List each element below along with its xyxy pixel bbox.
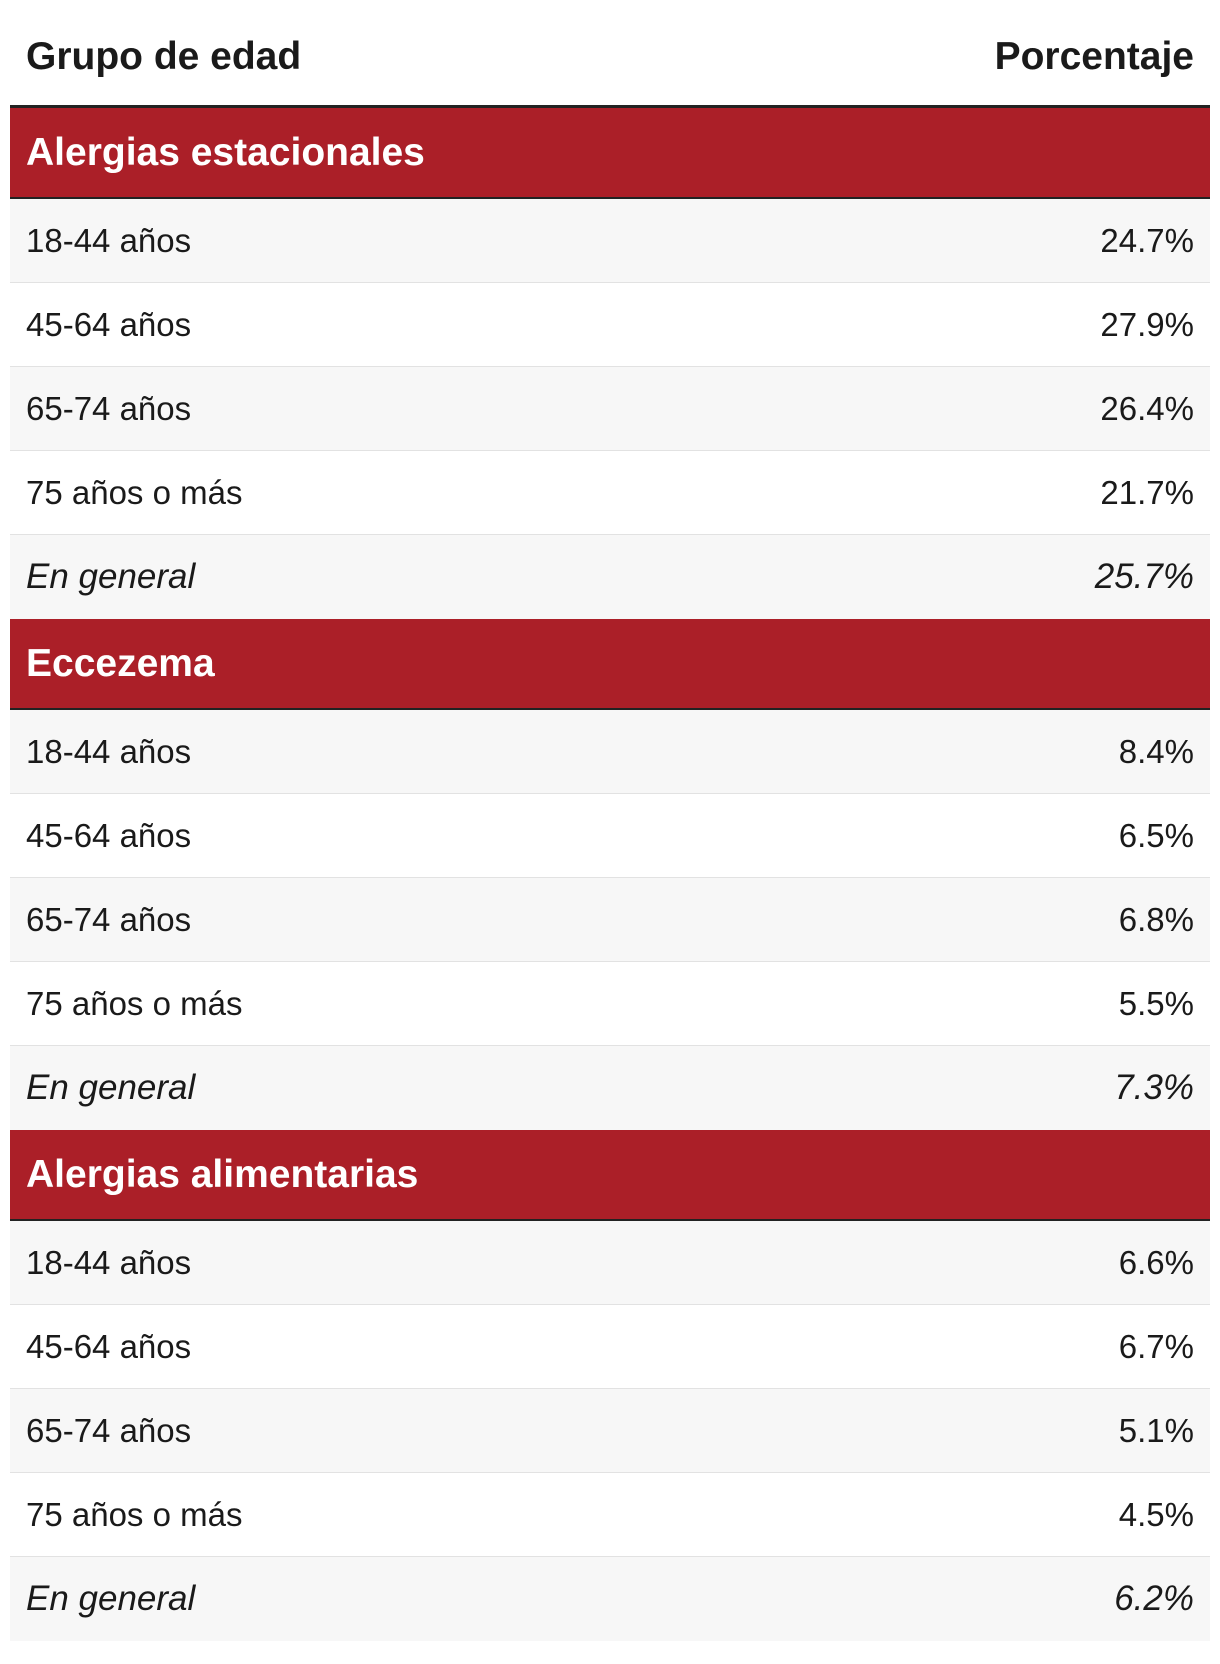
column-header-group: Grupo de edad [26, 34, 302, 78]
table-row: 75 años o más 5.5% [10, 962, 1210, 1046]
total-label: En general [26, 1068, 196, 1107]
table-row: 75 años o más 21.7% [10, 451, 1210, 535]
percent-cell: 6.8% [1118, 900, 1194, 938]
table-row: 75 años o más 4.5% [10, 1473, 1210, 1557]
percent-cell: 21.7% [1100, 473, 1194, 511]
age-group-cell: 65-74 años [26, 389, 192, 427]
section-header-food-allergies: Alergias alimentarias [10, 1130, 1210, 1221]
table-row: 65-74 años 5.1% [10, 1389, 1210, 1473]
age-group-cell: 75 años o más [26, 1495, 243, 1533]
percent-cell: 5.1% [1118, 1411, 1194, 1449]
percent-cell: 26.4% [1100, 389, 1194, 427]
total-label: En general [26, 1579, 196, 1618]
percent-cell: 6.6% [1118, 1243, 1194, 1281]
total-percent: 6.2% [1114, 1579, 1194, 1618]
total-label: En general [26, 557, 196, 596]
percent-cell: 24.7% [1100, 221, 1194, 259]
table-row: 45-64 años 27.9% [10, 283, 1210, 367]
table-header-row: Grupo de edad Porcentaje [10, 0, 1210, 108]
age-group-cell: 45-64 años [26, 305, 192, 343]
age-group-cell: 65-74 años [26, 900, 192, 938]
section-header-eczema: Eccezema [10, 619, 1210, 710]
percent-cell: 8.4% [1118, 732, 1194, 770]
age-group-cell: 45-64 años [26, 816, 192, 854]
total-percent: 7.3% [1114, 1068, 1194, 1107]
table-row: 65-74 años 26.4% [10, 367, 1210, 451]
age-group-cell: 18-44 años [26, 221, 192, 259]
total-row: En general 7.3% [10, 1046, 1210, 1130]
allergy-table: Grupo de edad Porcentaje Alergias estaci… [10, 0, 1210, 1641]
total-percent: 25.7% [1094, 557, 1194, 596]
total-row: En general 6.2% [10, 1557, 1210, 1641]
age-group-cell: 75 años o más [26, 473, 243, 511]
section-title: Alergias estacionales [26, 130, 425, 174]
table-row: 45-64 años 6.7% [10, 1305, 1210, 1389]
percent-cell: 6.7% [1118, 1327, 1194, 1365]
table-row: 18-44 años 24.7% [10, 199, 1210, 283]
percent-cell: 4.5% [1118, 1495, 1194, 1533]
age-group-cell: 65-74 años [26, 1411, 192, 1449]
total-row: En general 25.7% [10, 535, 1210, 619]
age-group-cell: 75 años o más [26, 984, 243, 1022]
section-title: Alergias alimentarias [26, 1152, 419, 1196]
table-row: 18-44 años 6.6% [10, 1221, 1210, 1305]
age-group-cell: 18-44 años [26, 1243, 192, 1281]
table-row: 18-44 años 8.4% [10, 710, 1210, 794]
table-row: 45-64 años 6.5% [10, 794, 1210, 878]
percent-cell: 27.9% [1100, 305, 1194, 343]
column-header-percent: Porcentaje [994, 34, 1194, 78]
section-header-seasonal-allergies: Alergias estacionales [10, 108, 1210, 199]
percent-cell: 5.5% [1118, 984, 1194, 1022]
section-title: Eccezema [26, 641, 215, 685]
table-row: 65-74 años 6.8% [10, 878, 1210, 962]
percent-cell: 6.5% [1118, 816, 1194, 854]
age-group-cell: 45-64 años [26, 1327, 192, 1365]
age-group-cell: 18-44 años [26, 732, 192, 770]
